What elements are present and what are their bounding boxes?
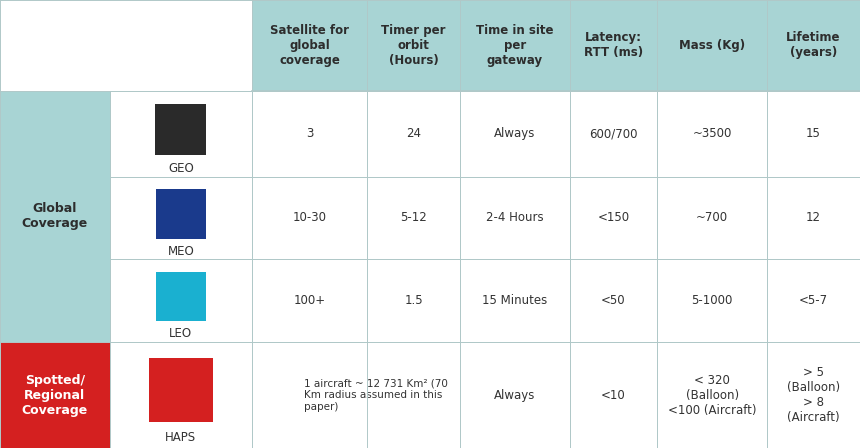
Text: LEO: LEO <box>169 327 193 340</box>
Bar <box>109 259 252 342</box>
Bar <box>767 177 860 259</box>
Bar <box>252 91 367 177</box>
Text: > 5
(Balloon)
> 8
(Aircraft): > 5 (Balloon) > 8 (Aircraft) <box>787 366 840 424</box>
Bar <box>367 91 460 177</box>
Text: 100+: 100+ <box>293 294 326 307</box>
Bar <box>460 259 569 342</box>
Text: < 320
(Balloon)
<100 (Aircraft): < 320 (Balloon) <100 (Aircraft) <box>668 374 756 417</box>
Text: GEO: GEO <box>168 161 194 175</box>
Text: <10: <10 <box>601 388 626 401</box>
Bar <box>657 91 767 177</box>
Bar <box>252 259 367 342</box>
Text: Timer per
orbit
(Hours): Timer per orbit (Hours) <box>381 24 445 67</box>
Bar <box>156 189 206 239</box>
Text: 15: 15 <box>806 127 821 140</box>
Bar <box>149 358 212 422</box>
Text: MEO: MEO <box>168 245 194 258</box>
Text: Always: Always <box>494 127 536 140</box>
Text: Satellite for
global
coverage: Satellite for global coverage <box>270 24 349 67</box>
Text: 12: 12 <box>806 211 821 224</box>
Bar <box>156 272 206 321</box>
Text: <5-7: <5-7 <box>799 294 828 307</box>
Text: 1.5: 1.5 <box>404 294 423 307</box>
Text: Spotted/
Regional
Coverage: Spotted/ Regional Coverage <box>22 374 88 417</box>
Bar <box>657 177 767 259</box>
Text: 15 Minutes: 15 Minutes <box>482 294 548 307</box>
Bar <box>569 0 657 91</box>
Text: 24: 24 <box>406 127 421 140</box>
Bar <box>0 342 109 448</box>
Bar <box>767 259 860 342</box>
Bar <box>0 0 252 91</box>
Text: Mass (Kg): Mass (Kg) <box>679 39 745 52</box>
Bar <box>569 342 657 448</box>
Bar <box>155 103 206 155</box>
Text: <50: <50 <box>601 294 626 307</box>
Bar <box>109 342 252 448</box>
Bar <box>657 342 767 448</box>
Bar <box>460 0 569 91</box>
Text: 10-30: 10-30 <box>292 211 327 224</box>
Bar <box>367 259 460 342</box>
Text: Latency:
RTT (ms): Latency: RTT (ms) <box>584 31 643 60</box>
Bar <box>252 177 367 259</box>
Bar <box>109 177 252 259</box>
Bar <box>460 177 569 259</box>
Text: HAPS: HAPS <box>165 431 196 444</box>
Bar <box>367 0 460 91</box>
Bar <box>767 0 860 91</box>
Text: <150: <150 <box>598 211 630 224</box>
Text: Always: Always <box>494 388 536 401</box>
Bar <box>569 259 657 342</box>
Text: 3: 3 <box>306 127 313 140</box>
Text: 5-12: 5-12 <box>400 211 427 224</box>
Text: ~3500: ~3500 <box>692 127 732 140</box>
Text: Lifetime
(years): Lifetime (years) <box>786 31 841 60</box>
Text: 600/700: 600/700 <box>589 127 638 140</box>
Bar <box>767 91 860 177</box>
Bar <box>109 91 252 177</box>
Bar <box>460 91 569 177</box>
Text: 1 aircraft ~ 12 731 Km² (70
Km radius assumed in this
paper): 1 aircraft ~ 12 731 Km² (70 Km radius as… <box>304 379 447 412</box>
Bar <box>0 91 109 342</box>
Text: 5-1000: 5-1000 <box>691 294 733 307</box>
Text: ~700: ~700 <box>696 211 728 224</box>
Text: Global
Coverage: Global Coverage <box>22 202 88 230</box>
Bar <box>252 0 367 91</box>
Bar <box>767 342 860 448</box>
Bar <box>657 0 767 91</box>
Text: 2-4 Hours: 2-4 Hours <box>486 211 544 224</box>
Text: Time in site
per
gateway: Time in site per gateway <box>476 24 554 67</box>
Bar <box>657 259 767 342</box>
Bar <box>367 177 460 259</box>
Bar <box>252 342 460 448</box>
Bar <box>569 91 657 177</box>
Bar <box>569 177 657 259</box>
Bar <box>460 342 569 448</box>
